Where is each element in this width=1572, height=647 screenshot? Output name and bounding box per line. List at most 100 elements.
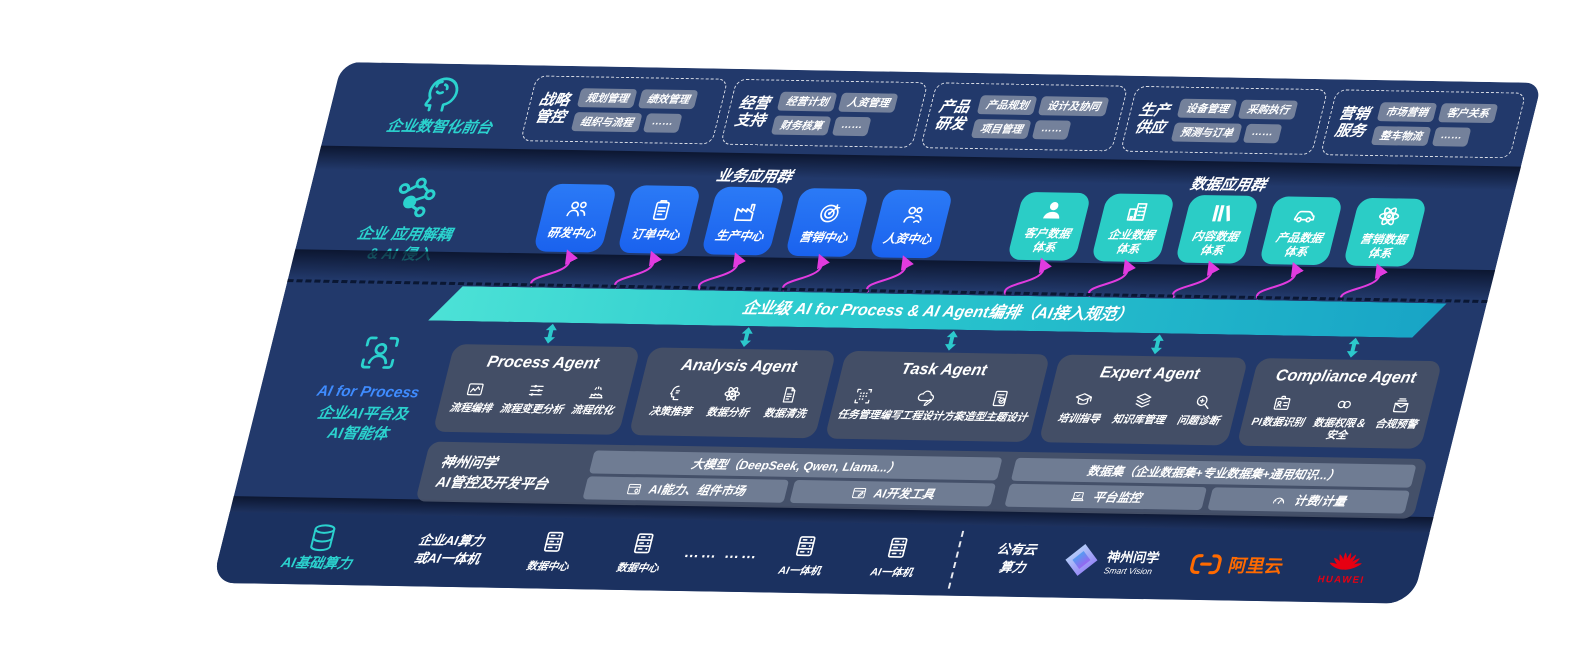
flow-arrow: [1171, 260, 1220, 299]
data-analysis-atom-icon: [720, 384, 745, 404]
module-pill: ……: [1431, 126, 1472, 147]
public-cloud-label: 公有云 算力: [995, 541, 1039, 575]
task-agent-card: Task Agent 任务管理 编写工程设计方案 造型主题设计: [824, 350, 1051, 443]
hr-people-icon: [897, 201, 929, 227]
monitor-bar: 平台监控: [1004, 483, 1208, 511]
group-pills: 产品规划 设计及协同 项目管理 ……: [971, 94, 1116, 140]
diagnosis-search-icon: [1190, 392, 1215, 412]
module-pill: 项目管理: [971, 118, 1032, 139]
content-books-icon: [1205, 200, 1237, 226]
module-pill: ……: [642, 112, 683, 133]
dashed-divider: [947, 530, 965, 589]
model-bar: 大模型（DeepSeek, Qwen, Llama...）: [588, 450, 1003, 481]
factory-icon: [729, 198, 761, 224]
smartvision-diamond-icon: [1065, 544, 1098, 576]
frontend-group-strategy: 战略管控 规划管理 绩效管理 组织与流程 ……: [520, 75, 729, 145]
target-icon: [813, 200, 845, 226]
enterprise-building-icon: [1121, 199, 1153, 225]
analysis-agent-card: Analysis Agent 决策推荐 数据分析 数据清洗: [628, 347, 837, 439]
expert-agent-card: Expert Agent 培训指导 知识库管理 问题诊断: [1038, 354, 1249, 446]
flow-arrow: [1087, 259, 1136, 297]
card-enterprise-data: 企业数据 体系: [1090, 193, 1176, 263]
devtool-bar: AI开发工具: [789, 479, 997, 507]
flow-arrow: [698, 252, 746, 291]
design-cloud-pen-icon: [914, 387, 939, 407]
updown-arrow-icon: [1150, 334, 1164, 355]
card-production-center: 生产中心: [700, 186, 786, 256]
card-marketing-center: 营销中心: [784, 188, 870, 257]
module-pill: 市场营销: [1376, 101, 1438, 122]
frontend-group-product: 产品研发 产品规划 设计及协同 项目管理 ……: [920, 82, 1129, 152]
module-pill: ……: [1242, 123, 1283, 143]
card-content-data: 内容数据 体系: [1174, 194, 1260, 264]
module-pill: 设备管理: [1177, 98, 1238, 119]
training-cap-icon: [1071, 390, 1096, 410]
module-pill: 规划管理: [577, 87, 638, 108]
platform-label-line2: AI管控及开发平台: [434, 474, 551, 492]
smartvision-logo: 神州问学 Smart Vision: [1059, 542, 1163, 580]
platform-label: 神州问学 AI管控及开发平台: [434, 452, 556, 494]
permission-keys-icon: [1332, 394, 1357, 414]
flow-arrows: [530, 249, 1388, 302]
module-pill: 经营计划: [777, 91, 838, 112]
data-group-title: 数据应用群: [1188, 175, 1268, 195]
module-pill: 人资管理: [838, 92, 899, 113]
monitor-laptop-icon: [1068, 488, 1088, 504]
server-icon: [537, 528, 570, 556]
group-title: 战略管控: [533, 91, 572, 126]
module-pill: 设计及协同: [1038, 95, 1110, 116]
ai-platform-label-line2: AI智能体: [325, 424, 390, 443]
pi-idcard-icon: [1270, 393, 1295, 413]
module-pill: ……: [832, 116, 872, 136]
frontend-group-supply: 生产供应 设备管理 采购执行 预测与订单 ……: [1120, 85, 1329, 155]
group-title: 营销服务: [1332, 105, 1372, 140]
group-pills: 规划管理 绩效管理 组织与流程 ……: [571, 87, 716, 133]
aliyun-bracket-icon: [1190, 554, 1222, 575]
infra-section-label: AI基础算力: [259, 521, 381, 573]
card-rd-center: 研发中心: [532, 183, 618, 253]
brain-head-icon: [411, 71, 466, 116]
marketing-atom-icon: [1373, 203, 1405, 229]
server-icon: [789, 532, 822, 560]
server-icon: [627, 529, 660, 557]
updown-arrow-icon: [944, 330, 958, 351]
team-icon: [561, 196, 593, 222]
scan-person-icon: [353, 330, 408, 375]
group-title: 产品研发: [933, 98, 972, 133]
module-pill: 整车物流: [1370, 125, 1432, 146]
billing-bar: 计费/计量: [1207, 487, 1411, 514]
frontend-group-marketing: 营销服务 市场营销 客户关系 整车物流 ……: [1319, 89, 1527, 159]
product-car-icon: [1289, 202, 1321, 228]
flow-arrow: [614, 250, 662, 289]
group-pills: 市场营销 客户关系 整车物流 ……: [1370, 101, 1515, 147]
flow-arrow: [866, 255, 914, 293]
module-pill: ……: [1032, 119, 1072, 140]
module-pill: 预测与订单: [1171, 122, 1243, 143]
huawei-petals-icon: [1329, 552, 1362, 570]
capability-bar: AI能力、组件市场: [582, 476, 790, 503]
module-pill: 财务核算: [771, 115, 832, 135]
card-order-center: 订单中心: [616, 185, 702, 255]
flow-arrow: [1255, 262, 1304, 300]
model-group: 大模型（DeepSeek, Qwen, Llama...） AI能力、组件市场 …: [582, 450, 1003, 507]
card-marketing-data: 营销数据 体系: [1342, 197, 1428, 267]
card-hr-center: 人资中心: [868, 189, 954, 259]
theme-check-doc-icon: [988, 388, 1013, 408]
frontend-section-label: 企业数智化前台: [384, 117, 494, 137]
alert-mail-icon: [1388, 395, 1413, 415]
clipboard-icon: [645, 197, 677, 223]
module-pill: 组织与流程: [571, 111, 643, 132]
ellipsis-more: …… ……: [682, 544, 761, 563]
module-pill: 采购执行: [1238, 99, 1299, 120]
updown-arrow-icon: [1346, 337, 1360, 358]
module-pill: 产品规划: [977, 94, 1038, 115]
module-pill: 客户关系: [1437, 102, 1499, 123]
datacenter-server-1: 数据中心: [516, 527, 587, 574]
infra-band: AI基础算力 企业AI算力 或AI一体机 数据中心 数据中心 …… …… AI一…: [212, 512, 1430, 604]
network-icon: [387, 175, 444, 222]
data-clean-doc-icon: [777, 385, 802, 405]
flow-arrow: [1003, 257, 1052, 296]
ai-appliance-server-2: AI一体机: [860, 533, 931, 580]
group-title: 生产供应: [1132, 101, 1172, 137]
updown-arrow-icon: [740, 327, 753, 348]
